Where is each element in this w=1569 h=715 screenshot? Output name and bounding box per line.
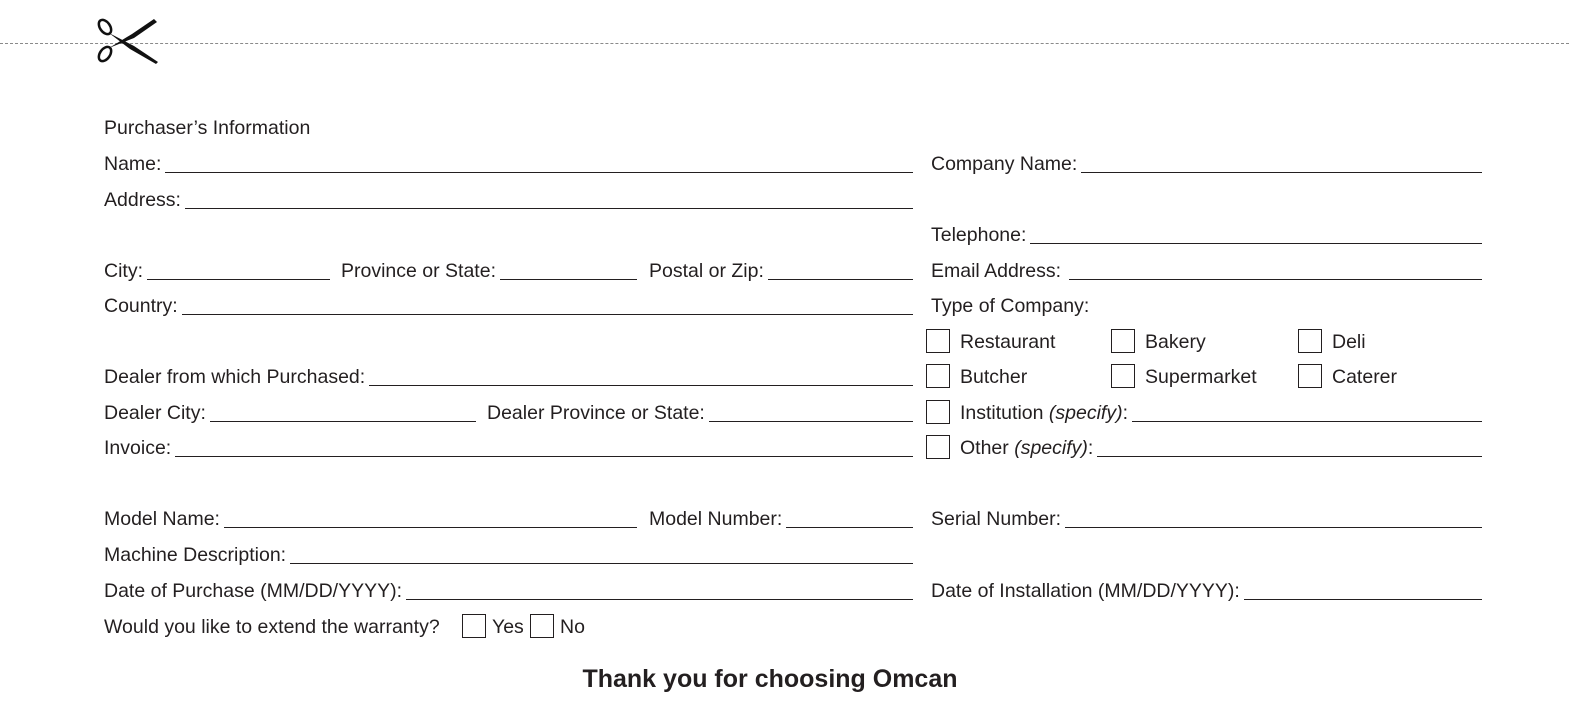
date-purchase-line[interactable] [406, 598, 913, 600]
postal-field[interactable]: Postal or Zip: [649, 258, 913, 282]
city-label: City: [104, 260, 143, 282]
thank-you-footer: Thank you for choosing Omcan [582, 665, 958, 693]
machine-description-line[interactable] [290, 562, 913, 564]
country-field[interactable]: Country: [104, 293, 913, 317]
date-purchase-label: Date of Purchase (MM/DD/YYYY): [104, 580, 403, 602]
postal-label: Postal or Zip: [649, 260, 764, 282]
city-field[interactable]: City: [104, 258, 330, 282]
company-name-field[interactable]: Company Name: [931, 151, 1482, 175]
name-label: Name: [104, 153, 162, 175]
province-line[interactable] [500, 278, 637, 280]
email-line[interactable] [1069, 278, 1482, 280]
date-installation-line[interactable] [1243, 598, 1482, 600]
province-label: Province or State: [341, 260, 496, 282]
caterer-checkbox[interactable] [1298, 364, 1322, 388]
country-label: Country: [104, 295, 178, 317]
institution-label: Institution [960, 402, 1044, 424]
deli-label: Deli [1332, 331, 1366, 353]
other-label: Other [960, 437, 1009, 459]
dealer-field[interactable]: Dealer from which Purchased: [104, 364, 913, 388]
warranty-no-checkbox[interactable] [530, 614, 554, 638]
address-label: Address: [104, 189, 181, 211]
institution-colon: : [1122, 402, 1128, 424]
dealer-line[interactable] [369, 384, 913, 386]
other-checkbox[interactable] [926, 435, 950, 459]
model-number-label: Model Number: [649, 508, 783, 530]
type-of-company-label: Type of Company: [931, 295, 1090, 317]
dealer-city-field[interactable]: Dealer City: [104, 400, 476, 424]
postal-line[interactable] [767, 278, 913, 280]
section-title: Purchaser’s Information [104, 117, 311, 139]
deli-checkbox[interactable] [1298, 329, 1322, 353]
invoice-line[interactable] [175, 455, 913, 457]
restaurant-label: Restaurant [960, 331, 1056, 353]
model-name-line[interactable] [223, 526, 637, 528]
date-purchase-field[interactable]: Date of Purchase (MM/DD/YYYY): [104, 578, 913, 602]
supermarket-label: Supermarket [1145, 366, 1257, 388]
model-number-field[interactable]: Model Number: [649, 506, 913, 530]
cut-line [0, 43, 1569, 44]
butcher-label: Butcher [960, 366, 1028, 388]
dealer-city-label: Dealer City: [104, 402, 206, 424]
dealer-city-line[interactable] [209, 420, 476, 422]
other-specify: (specify) [1014, 437, 1088, 459]
institution-field[interactable]: Institution (specify): [960, 400, 1482, 424]
other-field[interactable]: Other (specify): [960, 435, 1482, 459]
name-line[interactable] [165, 171, 913, 173]
institution-line[interactable] [1132, 420, 1482, 422]
institution-checkbox[interactable] [926, 400, 950, 424]
other-line[interactable] [1097, 455, 1482, 457]
supermarket-checkbox[interactable] [1111, 364, 1135, 388]
institution-specify: (specify) [1048, 402, 1123, 424]
name-field[interactable]: Name: [104, 151, 913, 175]
date-installation-label: Date of Installation (MM/DD/YYYY): [931, 580, 1240, 602]
serial-number-label: Serial Number: [931, 508, 1062, 530]
machine-description-label: Machine Description: [104, 544, 287, 566]
date-installation-field[interactable]: Date of Installation (MM/DD/YYYY): [931, 578, 1482, 602]
country-line[interactable] [181, 313, 913, 315]
model-name-label: Model Name: [104, 508, 220, 530]
telephone-field[interactable]: Telephone: [931, 222, 1482, 246]
dealer-label: Dealer from which Purchased: [104, 366, 366, 388]
warranty-yes-checkbox[interactable] [462, 614, 486, 638]
bakery-label: Bakery [1145, 331, 1206, 353]
warranty-no-label: No [560, 616, 585, 638]
telephone-label: Telephone: [931, 224, 1027, 246]
model-name-field[interactable]: Model Name: [104, 506, 637, 530]
telephone-line[interactable] [1030, 242, 1482, 244]
warranty-yes-label: Yes [492, 616, 524, 638]
company-name-label: Company Name: [931, 153, 1078, 175]
province-field[interactable]: Province or State: [341, 258, 637, 282]
email-label: Email Address: [931, 260, 1062, 282]
caterer-label: Caterer [1332, 366, 1398, 388]
scissors-icon [97, 18, 158, 64]
invoice-label: Invoice: [104, 437, 172, 459]
serial-number-line[interactable] [1065, 526, 1482, 528]
email-field[interactable]: Email Address: [931, 258, 1482, 282]
bakery-checkbox[interactable] [1111, 329, 1135, 353]
city-line[interactable] [147, 278, 330, 280]
invoice-field[interactable]: Invoice: [104, 435, 913, 459]
other-colon: : [1087, 437, 1094, 459]
warranty-question: Would you like to extend the warranty? [104, 616, 440, 638]
company-name-line[interactable] [1081, 171, 1482, 173]
machine-description-field[interactable]: Machine Description: [104, 542, 913, 566]
address-line[interactable] [184, 207, 913, 209]
dealer-province-field[interactable]: Dealer Province or State: [487, 400, 913, 424]
model-number-line[interactable] [786, 526, 913, 528]
address-field[interactable]: Address: [104, 187, 913, 211]
restaurant-checkbox[interactable] [926, 329, 950, 353]
dealer-province-label: Dealer Province or State: [487, 402, 705, 424]
serial-number-field[interactable]: Serial Number: [931, 506, 1482, 530]
dealer-province-line[interactable] [708, 420, 913, 422]
butcher-checkbox[interactable] [926, 364, 950, 388]
